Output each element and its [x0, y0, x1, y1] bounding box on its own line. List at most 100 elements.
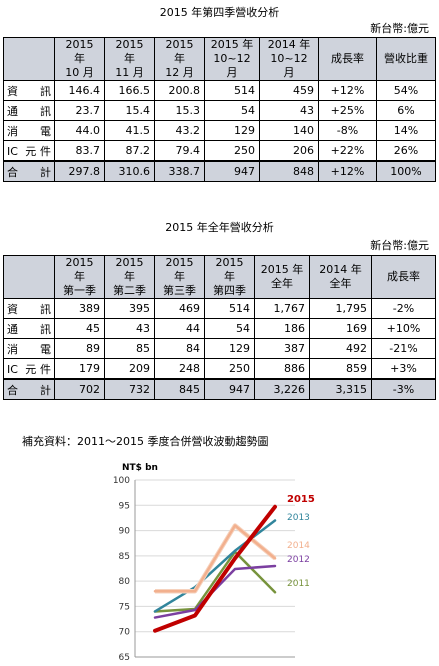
table-cell: -2% — [371, 298, 436, 319]
q4-revenue-table: 2015 年 10 月 2015 年 11 月 2015 年 12 月 2015 年 … — [3, 37, 436, 182]
table-cell: 169 — [309, 318, 372, 339]
table-cell: 179 — [54, 358, 105, 380]
table-row: 資訊 146.4 166.5 200.8 514 459 +12% 54% — [3, 80, 436, 101]
table-cell: 469 — [154, 298, 205, 319]
table-cell: 129 — [204, 338, 255, 359]
chart-caption: 補充資料：2011～2015 季度合併營收波動趨勢圖 — [22, 435, 269, 448]
table-cell: 87.2 — [104, 140, 155, 162]
y-tick-label: 90 — [119, 527, 131, 537]
table-cell: +3% — [371, 358, 436, 380]
table-row: 消電 44.0 41.5 43.2 129 140 -8% 14% — [3, 120, 436, 141]
table-cell: 248 — [154, 358, 205, 380]
table-cell: 389 — [54, 298, 105, 319]
table-cell: 250 — [204, 140, 260, 162]
header-cell: 2015 年 第一季 — [54, 255, 105, 299]
header-cell: 2015 年 12 月 — [154, 37, 205, 81]
series-line-2011 — [153, 550, 277, 613]
table-cell: 947 — [204, 378, 255, 400]
table-cell: -21% — [371, 338, 436, 359]
row-label: 消電 — [3, 120, 55, 141]
table-cell: 1,795 — [309, 298, 372, 319]
y-tick-label: 95 — [119, 501, 130, 511]
y-axis-label: NT$ bn — [122, 463, 158, 473]
header-cell: 2015 年 第二季 — [104, 255, 155, 299]
table-cell: 702 — [54, 378, 105, 400]
series-label-2013: 2013 — [287, 513, 310, 523]
table-cell: 845 — [154, 378, 205, 400]
table-cell: 395 — [104, 298, 155, 319]
table-cell: 848 — [259, 160, 319, 182]
table-cell: +10% — [371, 318, 436, 339]
table-cell: 44 — [154, 318, 205, 339]
header-cell: 2015 年 10 月 — [54, 37, 105, 81]
row-label: 合計 — [3, 160, 55, 182]
table-cell: 14% — [376, 120, 436, 141]
annual-revenue-table: 2015 年 第一季 2015 年 第二季 2015 年 第三季 2015 年 第四季… — [3, 255, 436, 400]
series-label-2014: 2014 — [287, 541, 310, 551]
table-cell: -3% — [371, 378, 436, 400]
table-cell: 15.3 — [154, 100, 205, 121]
table-cell: 45 — [54, 318, 105, 339]
series-label-2011: 2011 — [287, 579, 310, 589]
header-cell: 成長率 — [318, 37, 377, 81]
table-cell: 89 — [54, 338, 105, 359]
table-cell: 250 — [204, 358, 255, 380]
header-cell: 2015 年 全年 — [254, 255, 310, 299]
row-label: 通訊 — [3, 100, 55, 121]
row-label: 合計 — [3, 378, 55, 400]
table-cell: 514 — [204, 298, 255, 319]
header-cell: 2015 年 10~12 月 — [204, 37, 260, 81]
series-line-2015 — [153, 504, 277, 633]
table-cell: 859 — [309, 358, 372, 380]
table-cell: 43 — [259, 100, 319, 121]
table-cell: 146.4 — [54, 80, 105, 101]
table-cell: 200.8 — [154, 80, 205, 101]
table2-title: 2015 年全年營收分析 — [165, 221, 274, 234]
header-cell — [3, 255, 55, 299]
table-cell: 3,226 — [254, 378, 310, 400]
table-cell: 26% — [376, 140, 436, 162]
y-tick-label: 65 — [119, 653, 130, 662]
table-cell: +12% — [318, 80, 377, 101]
row-label: IC 元件 — [3, 140, 55, 162]
table-row: IC 元件 179 209 248 250 886 859 +3% — [3, 358, 436, 380]
table-cell: 732 — [104, 378, 155, 400]
table-cell: +12% — [318, 160, 377, 182]
table-cell: 54% — [376, 80, 436, 101]
y-tick-label: 70 — [119, 628, 131, 638]
table1-title: 2015 年第四季營收分析 — [159, 6, 280, 19]
table-cell: 79.4 — [154, 140, 205, 162]
table-cell: 85 — [104, 338, 155, 359]
row-label: 通訊 — [3, 318, 55, 339]
table-row: 通訊 23.7 15.4 15.3 54 43 +25% 6% — [3, 100, 436, 121]
table-cell: 140 — [259, 120, 319, 141]
table1-unit: 新台幣:億元 — [370, 22, 429, 35]
y-tick-label: 80 — [119, 577, 131, 587]
table-cell: 514 — [204, 80, 260, 101]
table-cell: 15.4 — [104, 100, 155, 121]
series-label-2015: 2015 — [287, 494, 315, 505]
table-cell: 83.7 — [54, 140, 105, 162]
table-cell: 100% — [376, 160, 436, 182]
y-tick-label: 75 — [119, 602, 130, 612]
y-tick-label: 100 — [113, 476, 130, 486]
header-cell: 2014 年 全年 — [309, 255, 372, 299]
table-cell: 297.8 — [54, 160, 105, 182]
table-row: 合計 297.8 310.6 338.7 947 848 +12% 100% — [3, 160, 436, 182]
table-row: 通訊 45 43 44 54 186 169 +10% — [3, 318, 436, 339]
table-cell: +22% — [318, 140, 377, 162]
header-cell: 營收比重 — [376, 37, 436, 81]
table-row: 消電 89 85 84 129 387 492 -21% — [3, 338, 436, 359]
header-cell: 2015 年 11 月 — [104, 37, 155, 81]
table-cell: 209 — [104, 358, 155, 380]
table-row: 資訊 389 395 469 514 1,767 1,795 -2% — [3, 298, 436, 319]
table-cell: 84 — [154, 338, 205, 359]
table-cell: 947 — [204, 160, 260, 182]
table-cell: +25% — [318, 100, 377, 121]
table-cell: 41.5 — [104, 120, 155, 141]
table-cell: 54 — [204, 100, 260, 121]
table-cell: 44.0 — [54, 120, 105, 141]
table-row: 合計 702 732 845 947 3,226 3,315 -3% — [3, 378, 436, 400]
header-cell — [3, 37, 55, 81]
